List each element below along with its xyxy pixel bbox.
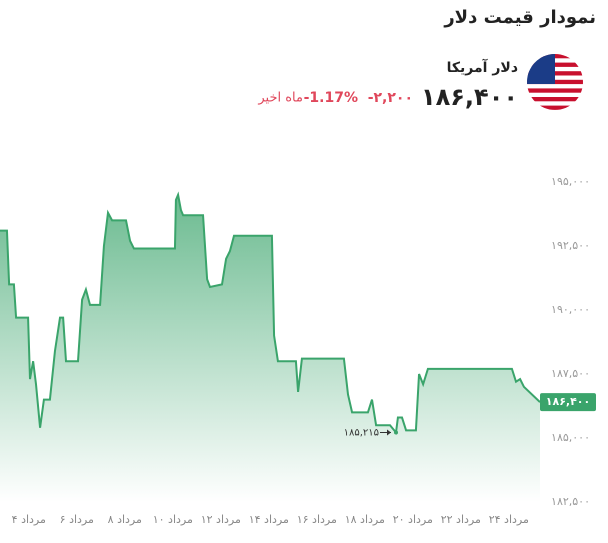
- y-tick-label: ۱۹۵,۰۰۰: [551, 175, 590, 188]
- min-label: ۱۸۵,۲۱۵: [344, 427, 379, 438]
- change: -۲,۲۰۰: [368, 90, 413, 106]
- price: ۱۸۶,۴۰۰: [421, 83, 518, 111]
- area: [0, 194, 540, 503]
- y-tick-label: ۱۹۲,۵۰۰: [551, 239, 590, 252]
- x-tick-label: ۱۲ مرداد: [201, 513, 241, 526]
- y-tick-label: ۱۸۵,۰۰۰: [551, 431, 590, 444]
- current-price-badge: [540, 393, 596, 412]
- y-tick-label: ۱۹۰,۰۰۰: [551, 303, 590, 316]
- x-tick-label: ۲۰ مرداد: [393, 513, 433, 526]
- page-title: نمودار قیمت دلار: [443, 7, 596, 28]
- min-arrow-head: [387, 429, 391, 436]
- currency-name: دلار آمریکا: [447, 58, 518, 76]
- x-tick-label: ۸ مرداد: [108, 513, 142, 526]
- us-flag: [527, 54, 583, 110]
- min-point: [394, 430, 398, 435]
- x-tick-label: ۴ مرداد: [12, 513, 46, 526]
- current-price-label: ۱۸۶,۴۰۰: [546, 395, 590, 408]
- change-percent: -1.17%: [304, 90, 358, 106]
- y-tick-label: ۱۸۲,۵۰۰: [551, 495, 590, 508]
- line: [0, 191, 541, 435]
- x-tick-label: ۱۴ مرداد: [249, 513, 289, 526]
- x-tick-label: ۱۶ مرداد: [297, 513, 337, 526]
- x-tick-label: ۲۴ مرداد: [489, 513, 529, 526]
- y-tick-label: ۱۸۷,۵۰۰: [551, 367, 590, 380]
- x-tick-label: ۱۸ مرداد: [345, 513, 385, 526]
- x-tick-label: ۲۲ مرداد: [441, 513, 481, 526]
- period: ماه اخیر: [257, 91, 303, 106]
- x-tick-label: ۱۰ مرداد: [153, 513, 193, 526]
- x-tick-label: ۶ مرداد: [60, 513, 94, 526]
